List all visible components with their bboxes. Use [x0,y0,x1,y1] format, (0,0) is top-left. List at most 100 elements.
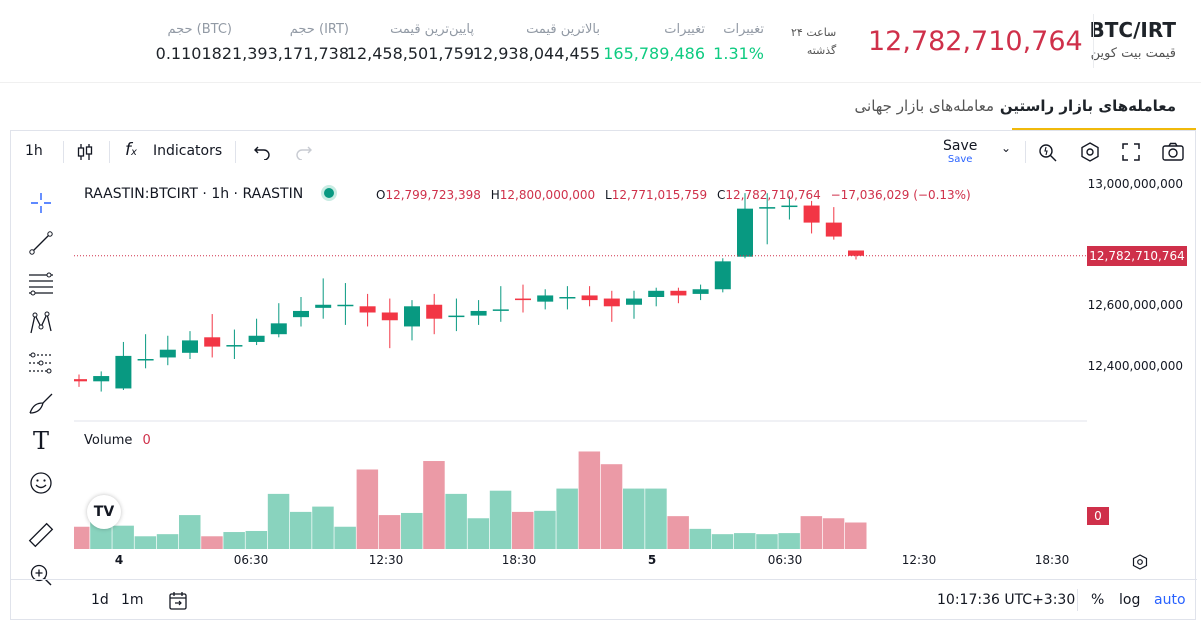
candle [537,289,554,310]
volume-bar [445,493,467,549]
candle-body [226,345,243,347]
volume-bar [312,506,334,549]
chart-toolbar: 1h fx Indicators Save Save ⌄ [11,131,1197,173]
save-label: Save [943,138,978,154]
candle [337,283,354,325]
candle [115,341,132,390]
save-button[interactable]: Save Save [943,138,977,165]
indicators-button[interactable]: Indicators [153,143,223,159]
interval-button[interactable]: 1h [25,143,43,159]
fullscreen-icon[interactable] [1121,142,1141,162]
candle-body [74,379,87,382]
date-range-calendar-icon[interactable] [167,590,189,612]
volume-bar [800,516,823,549]
candle [737,193,753,259]
timezone-clock[interactable]: 10:17:36 UTC+3:30 [937,592,1076,608]
candle-body [603,298,620,307]
percent-scale-toggle[interactable]: % [1091,592,1105,608]
candle-body [204,337,221,347]
toolbar-separator [1025,141,1026,163]
range-1d-button[interactable]: 1d [91,592,109,608]
period-sub: گذشته [806,44,837,57]
camera-snapshot-icon[interactable] [1161,141,1185,163]
candle [470,300,487,325]
pattern-tool-icon[interactable] [27,309,55,337]
candle-body [270,323,287,335]
candle-body [581,295,598,301]
tab-raastin-trades[interactable]: معامله‌های بازار راستین [999,97,1176,115]
x-tick: 12:30 [368,553,404,567]
auto-scale-toggle[interactable]: auto [1154,592,1186,608]
save-dropdown-chevron-icon[interactable]: ⌄ [1001,141,1012,155]
trend-line-icon[interactable] [27,229,55,257]
emoji-smile-icon[interactable] [27,469,55,497]
volume-bar [778,533,800,549]
volume-bar [845,522,867,549]
candle [226,329,243,359]
tradingview-logo[interactable]: TV [87,495,121,529]
volume-bar [822,518,845,549]
candle [714,258,731,293]
time-axis[interactable]: 4 06:30 12:30 18:30 5 06:30 12:30 18:30 [74,549,1087,573]
candle-body [293,310,309,318]
volume-bar [711,534,734,549]
stat-low: پایین‌ترین قیمت 12,458,501,759 [347,22,474,63]
candle [448,298,465,332]
y-tick: 12,600,000,000 [1087,298,1183,312]
candle-body [404,306,420,327]
price-chart-plot[interactable] [74,173,1087,573]
candle-body [359,306,376,313]
candle [381,298,398,349]
stat-value: 0.110182 [155,44,232,63]
volume-bar [623,488,645,549]
log-scale-toggle[interactable]: log [1119,592,1141,608]
candle-body [759,207,776,209]
market-open-status-dot [323,188,334,198]
fib-retracement-icon[interactable] [27,269,55,297]
candle-body [626,298,642,305]
save-sublabel: Save [947,154,973,165]
candle-body [448,315,465,318]
volume-bars [74,451,867,549]
ohlc-low: 12,771,015,759 [611,188,708,202]
undo-icon[interactable] [253,144,271,160]
pair-block: BTC/IRT قیمت بیت کوین [1090,18,1176,61]
volume-axis-badge: 0 [1087,507,1109,525]
candles [74,193,864,392]
candle-body [714,261,731,290]
chart-bottom-bar: 1d 1m 10:17:36 UTC+3:30 % log auto [11,579,1197,619]
crosshair-icon[interactable] [27,189,55,217]
volume-bar [334,526,356,549]
axis-settings-icon[interactable] [1131,553,1149,571]
ohlc-open-label: O [376,188,386,202]
settings-gear-icon[interactable] [1079,141,1101,163]
volume-bar [667,516,689,549]
range-1m-button[interactable]: 1m [121,592,144,608]
redo-icon[interactable] [295,144,313,160]
brush-icon[interactable] [27,389,55,417]
candle [515,284,531,313]
candle-body [648,290,665,297]
stat-label: تغییرات [664,22,705,37]
quick-search-icon[interactable] [1037,141,1059,163]
ohlc-high-label: H [490,188,500,202]
x-tick: 5 [647,553,657,567]
text-tool-icon[interactable]: T [32,427,49,455]
fx-icon[interactable]: fx [125,140,137,160]
candle [581,286,598,307]
volume-value: 0 [142,433,151,448]
price-axis[interactable]: 13,000,000,000 12,600,000,000 12,400,000… [1087,173,1197,573]
volume-bar [267,493,290,549]
prediction-tool-icon[interactable] [27,349,55,377]
stat-value: 12,938,044,455 [472,44,600,63]
tab-global-trades[interactable]: معامله‌های بازار جهانی [854,97,994,115]
candle [670,287,687,304]
candle [315,278,332,319]
candle [248,318,265,346]
candle-type-icon[interactable] [75,142,95,162]
candle [137,334,154,369]
stat-label: حجم (BTC) [167,22,232,37]
ruler-measure-icon[interactable] [27,521,55,549]
stat-label: پایین‌ترین قیمت [390,22,474,37]
volume-bar [112,525,134,549]
